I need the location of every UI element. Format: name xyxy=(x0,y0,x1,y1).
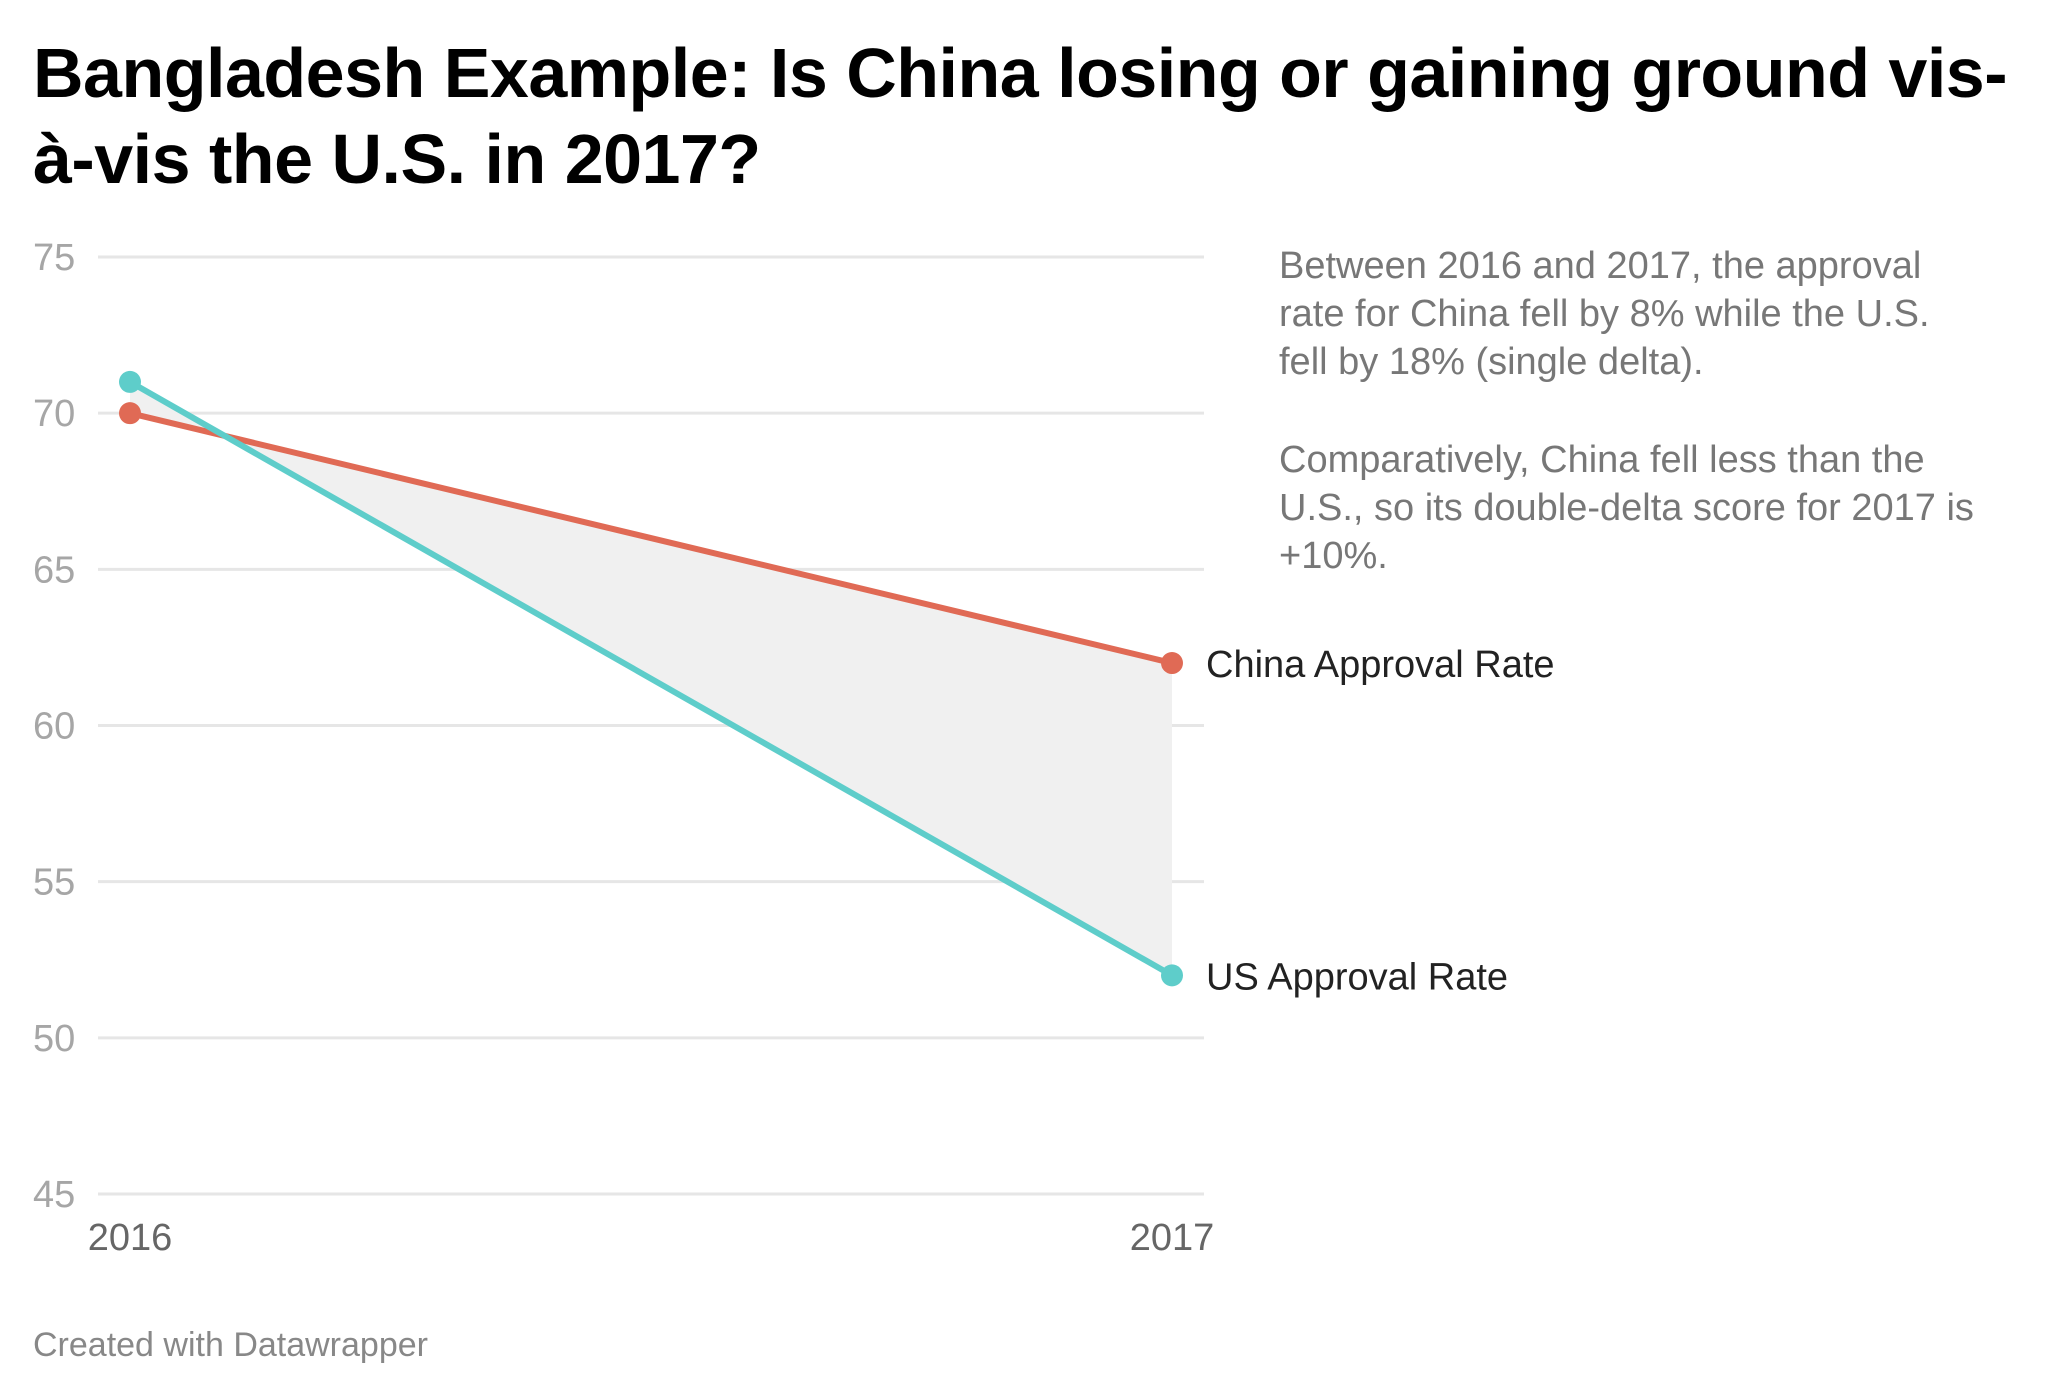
y-tick-label-50: 50 xyxy=(33,1018,75,1060)
annotation-double-delta: Comparatively, China fell less than the … xyxy=(1279,439,1974,577)
series-label-us-approval-rate: US Approval Rate xyxy=(1206,956,1508,998)
series-points xyxy=(119,370,1183,987)
data-point-china-approval-rate-2017 xyxy=(1161,652,1183,675)
series-line-china-approval-rate xyxy=(127,410,1175,667)
credit-line: Created with Datawrapper xyxy=(33,1326,428,1364)
y-tick-label-75: 75 xyxy=(33,237,75,279)
x-tick-label-2016: 2016 xyxy=(88,1217,173,1259)
y-tick-label-60: 60 xyxy=(33,706,75,748)
chart-title: Bangladesh Example: Is China losing or g… xyxy=(33,34,2008,198)
series-line-us-approval-rate xyxy=(127,378,1175,979)
y-tick-label-55: 55 xyxy=(33,862,75,904)
x-tick-label-2017: 2017 xyxy=(1130,1217,1215,1259)
chart-labels: 45 50 55 60 65 70 75 2016 2017 China Approval Rat… xyxy=(33,237,1555,1259)
data-point-us-approval-rate-2016 xyxy=(119,370,141,393)
y-tick-label-45: 45 xyxy=(33,1174,75,1216)
annotation-single-delta: Between 2016 and 2017, the approval rate… xyxy=(1279,245,1930,383)
data-point-china-approval-rate-2016 xyxy=(119,402,141,425)
series-lines xyxy=(127,378,1175,979)
series-label-china-approval-rate: China Approval Rate xyxy=(1206,644,1555,686)
y-tick-label-65: 65 xyxy=(33,549,75,591)
y-tick-label-70: 70 xyxy=(33,393,75,435)
data-point-us-approval-rate-2017 xyxy=(1161,964,1183,987)
